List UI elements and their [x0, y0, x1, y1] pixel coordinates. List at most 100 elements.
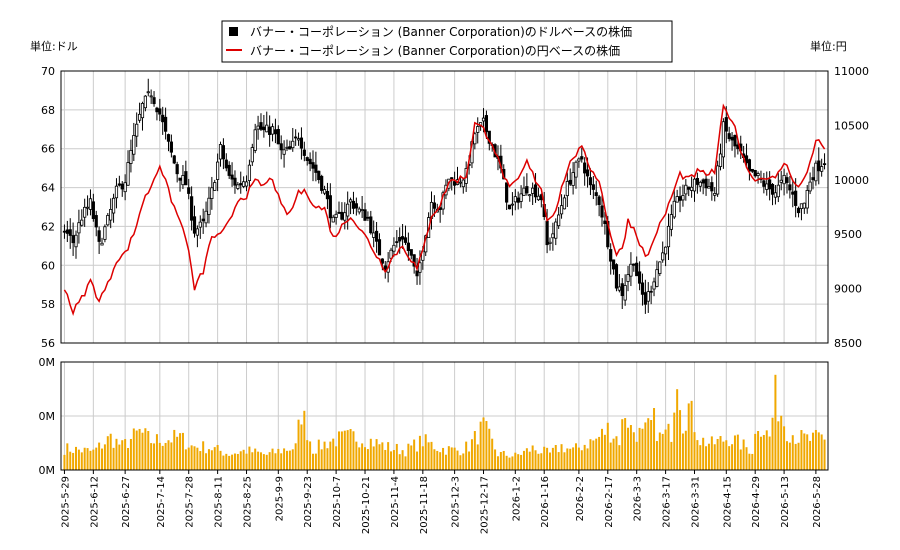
- volume-bar: [473, 431, 476, 470]
- candle-body: [516, 197, 520, 203]
- candle-body: [198, 221, 202, 228]
- volume-bar: [361, 443, 364, 470]
- candle-body: [409, 249, 413, 256]
- candle-body: [299, 137, 304, 149]
- right-tick-label: 11000: [834, 65, 869, 78]
- candle-body: [244, 181, 249, 187]
- volume-bar: [395, 443, 398, 470]
- volume-bar: [309, 441, 312, 470]
- candle-body: [166, 134, 171, 142]
- volume-bar: [572, 447, 575, 470]
- date-tick-label: 2026-3-3: [633, 476, 644, 521]
- volume-bar: [294, 443, 297, 470]
- candle-body: [814, 162, 818, 182]
- volume-bar: [317, 439, 320, 470]
- candle-body: [600, 205, 604, 218]
- volume-bar: [664, 429, 667, 470]
- volume-bar: [274, 453, 277, 470]
- volume-bar: [106, 436, 109, 470]
- candle-body: [684, 184, 688, 195]
- volume-bar: [794, 443, 797, 470]
- candle-body: [88, 198, 93, 210]
- volume-bar: [257, 451, 260, 470]
- candle-body: [331, 216, 335, 223]
- volume-bar: [551, 447, 554, 470]
- volume-bar: [459, 455, 462, 470]
- candle-body: [268, 126, 272, 135]
- volume-bar: [757, 431, 760, 470]
- candle-body: [450, 177, 454, 180]
- volume-bar: [499, 451, 502, 470]
- volume-bar: [745, 447, 748, 470]
- volume-bar: [170, 442, 173, 470]
- volume-bar: [433, 449, 436, 470]
- candle-body: [239, 183, 243, 186]
- candle-body: [707, 186, 711, 189]
- volume-bar: [765, 430, 768, 470]
- candle-body: [788, 184, 792, 191]
- volume-bar: [421, 446, 424, 470]
- volume-bar: [673, 412, 676, 470]
- candle-body: [585, 169, 590, 177]
- candle-body: [718, 153, 723, 167]
- candle-body: [716, 165, 720, 195]
- left-tick-label: 68: [41, 104, 55, 117]
- date-tick-label: 2025-7-28: [185, 476, 196, 528]
- volume-bar: [418, 435, 421, 470]
- left-tick-label: 62: [41, 220, 55, 233]
- candle-body: [583, 162, 587, 174]
- volume-bar: [557, 452, 560, 470]
- price-panel-frame: [60, 70, 829, 344]
- volume-bar: [364, 447, 367, 470]
- date-axis: 2025-5-29 2025-6-12 2025-6-27 2025-7-14 2025…: [60, 470, 823, 534]
- candle-body: [791, 191, 795, 195]
- volume-bar: [213, 447, 216, 470]
- candle-body: [213, 182, 217, 191]
- candle-body: [415, 270, 419, 277]
- candle-body: [302, 149, 306, 156]
- candle-body: [294, 136, 298, 139]
- volume-bar: [517, 454, 520, 470]
- volume-bar: [598, 436, 601, 470]
- volume-bar: [219, 450, 222, 470]
- candle-body: [311, 162, 315, 169]
- volume-bar: [352, 431, 355, 470]
- volume-bar: [358, 447, 361, 470]
- volume-bar: [338, 431, 341, 470]
- volume-bar: [161, 445, 164, 470]
- volume-tick-label: 0M: [39, 464, 56, 477]
- volume-bar: [667, 423, 670, 470]
- candle-body: [545, 220, 549, 246]
- volume-bar: [384, 449, 387, 470]
- volume-bar: [655, 441, 658, 470]
- date-tick-label: 2025-10-7: [332, 476, 343, 528]
- date-tick-label: 2026-4-29: [751, 476, 762, 528]
- candle-body: [461, 179, 465, 188]
- volume-bar: [768, 436, 771, 470]
- volume-bar: [476, 444, 479, 470]
- volume-bar: [381, 442, 384, 470]
- volume-bar: [378, 444, 381, 470]
- candle-body: [190, 196, 194, 221]
- candle-body: [106, 214, 110, 226]
- volume-bar: [520, 454, 523, 470]
- volume-bar: [173, 429, 176, 470]
- date-tick-label: 2026-2-2: [575, 476, 586, 521]
- candle-body: [77, 222, 81, 234]
- candle-body: [337, 211, 341, 214]
- candle-body: [380, 258, 384, 264]
- candle-body: [597, 196, 601, 205]
- volume-bar: [658, 432, 661, 470]
- date-tick-label: 2025-12-17: [480, 476, 491, 534]
- candle-body: [632, 263, 636, 266]
- legend-dollar-swatch: [229, 27, 238, 36]
- candle-body: [129, 149, 133, 164]
- candle-body: [360, 209, 364, 212]
- volume-bar: [548, 452, 551, 470]
- right-tick-label: 10500: [834, 119, 869, 132]
- volume-bar: [465, 441, 468, 470]
- left-tick-label: 66: [41, 143, 55, 156]
- candle-body: [114, 185, 119, 199]
- candle-body: [282, 149, 286, 155]
- volume-bar: [624, 418, 627, 470]
